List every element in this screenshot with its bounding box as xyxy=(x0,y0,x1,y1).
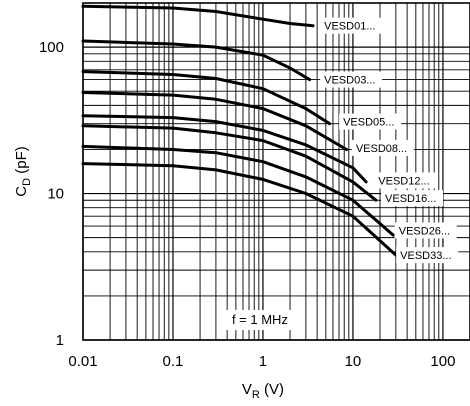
series-line-2 xyxy=(81,39,312,82)
series-label-group: VESD01... xyxy=(320,17,383,34)
y-tick-labels: 1 10 100 xyxy=(39,39,64,349)
x-tick-label: 100 xyxy=(430,353,455,370)
series-label: VESD05... xyxy=(343,117,394,129)
minor-gridlines xyxy=(83,2,470,340)
series-label: VESD01... xyxy=(324,21,375,33)
series-label-group: VESD12... xyxy=(374,172,437,189)
series-label-background xyxy=(339,113,402,130)
series-label: VESD12... xyxy=(378,175,429,187)
series-label-group: VESD03... xyxy=(320,71,383,88)
series-label: VESD03... xyxy=(324,75,375,87)
series-label-group: VESD08... xyxy=(351,139,414,156)
series-line-8 xyxy=(81,162,402,260)
series-line-7 xyxy=(81,144,395,237)
y-axis-title: CD (pF) xyxy=(13,146,33,196)
series-label-group: VESD33... xyxy=(396,247,459,264)
series-line-4 xyxy=(81,91,349,151)
plot-frame xyxy=(82,2,470,341)
y-axis-title-main: C xyxy=(13,186,30,197)
series-label-background xyxy=(381,190,444,207)
series-lines xyxy=(81,4,402,260)
x-tick-label: 0.1 xyxy=(163,353,184,370)
y-tick-label: 10 xyxy=(47,186,64,203)
series-label: VESD33... xyxy=(400,250,451,262)
x-tick-label: 10 xyxy=(345,353,362,370)
series-line-5 xyxy=(81,114,368,184)
x-tick-labels: 0.01 0.1 1 10 100 xyxy=(68,353,455,370)
series-line-1 xyxy=(81,4,315,28)
x-tick-label: 0.01 xyxy=(68,353,97,370)
y-axis-title-unit: (pF) xyxy=(13,146,30,178)
annotation-box: f = 1 MHz xyxy=(219,310,300,330)
frequency-annotation: f = 1 MHz xyxy=(232,312,288,327)
x-axis-title-unit: (V) xyxy=(260,381,284,398)
series-labels: VESD01... VESD03... VESD05... VESD08... VESD… xyxy=(320,17,459,264)
series-label-background xyxy=(394,222,457,239)
series-label-background xyxy=(374,172,437,189)
series-label-background xyxy=(351,139,414,156)
x-axis-title: VR (V) xyxy=(242,381,284,401)
series-label: VESD16... xyxy=(385,193,436,205)
x-axis-title-main: V xyxy=(242,381,252,398)
series-label-background xyxy=(320,17,383,34)
y-tick-label: 100 xyxy=(39,39,64,56)
series-label-group: VESD16... xyxy=(381,190,444,207)
series-line-6 xyxy=(81,124,378,202)
x-axis-title-subscript: R xyxy=(252,389,260,401)
series-label-background xyxy=(396,247,459,264)
series-label-group: VESD05... xyxy=(339,113,402,130)
series-label: VESD08... xyxy=(356,143,407,155)
series-label: VESD26... xyxy=(399,225,450,237)
y-tick-label: 1 xyxy=(56,332,64,349)
series-line-3 xyxy=(81,70,332,126)
series-label-background xyxy=(320,71,383,88)
x-tick-label: 1 xyxy=(259,353,267,370)
series-label-group: VESD26... xyxy=(394,222,457,239)
y-axis-title-subscript: D xyxy=(21,178,33,186)
